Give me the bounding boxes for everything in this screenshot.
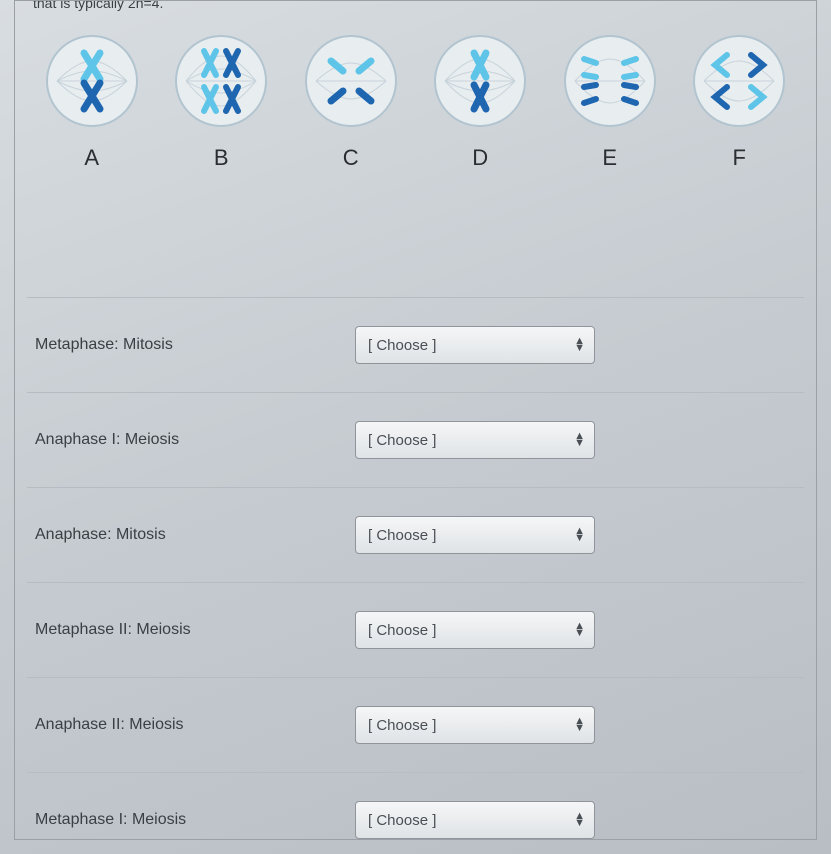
row-label: Metaphase: Mitosis	[35, 336, 355, 354]
chevron-updown-icon: ▲▼	[574, 623, 585, 637]
select-placeholder: [ Choose ]	[368, 337, 436, 354]
select-metaphase1-meiosis[interactable]: [ Choose ]	[355, 801, 595, 839]
question-panel: that is typically 2n=4. A	[14, 0, 817, 840]
cell-c: C	[296, 31, 406, 171]
row-metaphase-mitosis: Metaphase: Mitosis [ Choose ] ▲▼	[27, 298, 804, 393]
cell-e: E	[555, 31, 665, 171]
select-anaphase-mitosis[interactable]: [ Choose ]	[355, 516, 595, 554]
cell-e-svg	[560, 31, 660, 131]
cell-d-label: D	[472, 145, 488, 171]
select-metaphase-mitosis[interactable]: [ Choose ]	[355, 326, 595, 364]
row-label: Anaphase II: Meiosis	[35, 716, 355, 734]
select-wrap: [ Choose ] ▲▼	[355, 706, 595, 744]
select-placeholder: [ Choose ]	[368, 812, 436, 829]
spacer	[15, 179, 816, 297]
row-label: Anaphase: Mitosis	[35, 526, 355, 544]
cell-e-label: E	[602, 145, 617, 171]
row-label: Anaphase I: Meiosis	[35, 431, 355, 449]
select-anaphase1-meiosis[interactable]: [ Choose ]	[355, 421, 595, 459]
cell-f-svg	[689, 31, 789, 131]
select-anaphase2-meiosis[interactable]: [ Choose ]	[355, 706, 595, 744]
select-placeholder: [ Choose ]	[368, 717, 436, 734]
row-metaphase2-meiosis: Metaphase II: Meiosis [ Choose ] ▲▼	[27, 583, 804, 678]
cell-f: F	[684, 31, 794, 171]
cell-diagram-row: A B	[15, 21, 816, 179]
select-placeholder: [ Choose ]	[368, 622, 436, 639]
select-placeholder: [ Choose ]	[368, 527, 436, 544]
cell-a-svg	[42, 31, 142, 131]
chevron-updown-icon: ▲▼	[574, 338, 585, 352]
select-placeholder: [ Choose ]	[368, 432, 436, 449]
cell-a-label: A	[84, 145, 99, 171]
select-wrap: [ Choose ] ▲▼	[355, 516, 595, 554]
row-anaphase-mitosis: Anaphase: Mitosis [ Choose ] ▲▼	[27, 488, 804, 583]
cell-b: B	[166, 31, 276, 171]
chevron-updown-icon: ▲▼	[574, 813, 585, 827]
select-wrap: [ Choose ] ▲▼	[355, 326, 595, 364]
cell-a: A	[37, 31, 147, 171]
cell-c-svg	[301, 31, 401, 131]
row-anaphase2-meiosis: Anaphase II: Meiosis [ Choose ] ▲▼	[27, 678, 804, 773]
cell-b-label: B	[214, 145, 229, 171]
select-wrap: [ Choose ] ▲▼	[355, 421, 595, 459]
cell-d-svg	[430, 31, 530, 131]
prompt-fragment: that is typically 2n=4.	[15, 0, 816, 21]
row-label: Metaphase I: Meiosis	[35, 811, 355, 829]
row-label: Metaphase II: Meiosis	[35, 621, 355, 639]
cell-f-label: F	[733, 145, 746, 171]
cell-b-svg	[171, 31, 271, 131]
select-wrap: [ Choose ] ▲▼	[355, 611, 595, 649]
chevron-updown-icon: ▲▼	[574, 718, 585, 732]
chevron-updown-icon: ▲▼	[574, 528, 585, 542]
row-metaphase1-meiosis: Metaphase I: Meiosis [ Choose ] ▲▼	[27, 773, 804, 840]
chevron-updown-icon: ▲▼	[574, 433, 585, 447]
match-rows: Metaphase: Mitosis [ Choose ] ▲▼ Anaphas…	[27, 297, 804, 840]
cell-d: D	[425, 31, 535, 171]
select-metaphase2-meiosis[interactable]: [ Choose ]	[355, 611, 595, 649]
select-wrap: [ Choose ] ▲▼	[355, 801, 595, 839]
cell-c-label: C	[343, 145, 359, 171]
row-anaphase1-meiosis: Anaphase I: Meiosis [ Choose ] ▲▼	[27, 393, 804, 488]
